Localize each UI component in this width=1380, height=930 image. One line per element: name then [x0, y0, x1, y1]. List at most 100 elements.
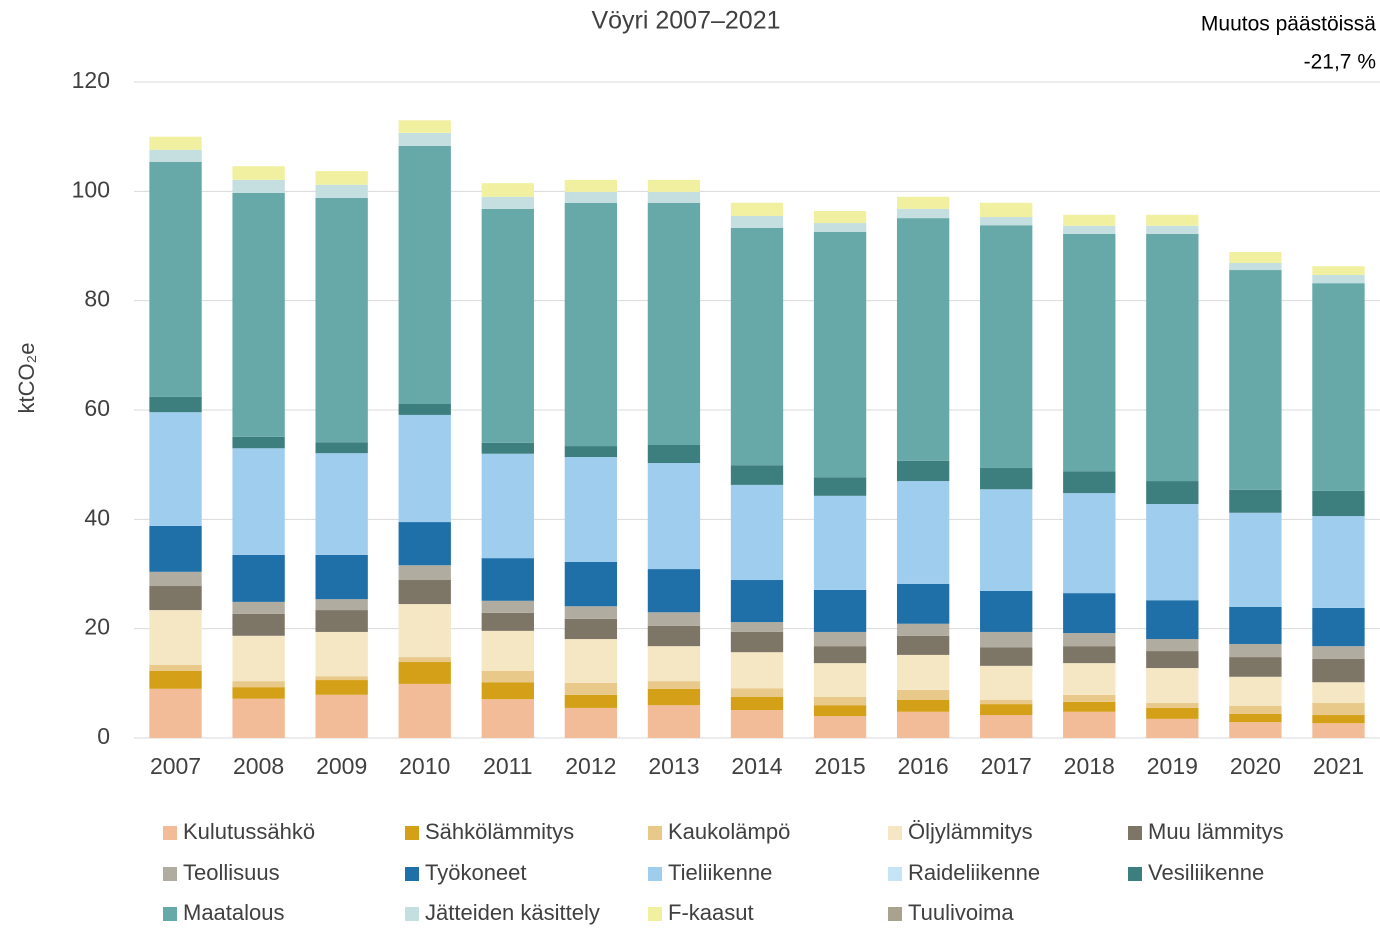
bar-segment: [1146, 703, 1199, 708]
x-tick-label: 2012: [565, 753, 616, 779]
bar-segment: [647, 191, 701, 203]
x-tick-label: 2016: [898, 753, 949, 779]
x-tick-label: 2013: [648, 753, 699, 779]
legend-swatch: [1128, 826, 1142, 840]
bar-segment: [1146, 504, 1199, 601]
bar-segment: [398, 565, 451, 581]
bar-segment: [149, 412, 202, 526]
bar-segment: [813, 646, 867, 664]
bar-segment: [149, 670, 202, 689]
bar-segment: [980, 704, 1033, 716]
bar-segment: [1312, 283, 1365, 491]
bar-segment: [1146, 639, 1199, 652]
legend-label: Sähkölämmitys: [425, 819, 574, 844]
bar-segment: [232, 554, 285, 602]
bar-segment: [647, 688, 701, 706]
bar-segment: [980, 489, 1033, 591]
bar-segment: [980, 699, 1033, 705]
bar-segment: [1229, 252, 1282, 263]
bar-segment: [1063, 694, 1116, 702]
bar-segment: [481, 699, 534, 738]
bar-segment: [315, 676, 368, 681]
bar-segment: [232, 448, 285, 555]
bar-segment: [1229, 705, 1282, 714]
bar-segment: [730, 710, 784, 738]
bar-segment: [315, 694, 368, 738]
bar-segment: [315, 599, 368, 611]
bar-segment: [398, 132, 451, 146]
bar-segment: [398, 657, 451, 663]
legend-swatch: [648, 826, 662, 840]
bar-segment: [398, 403, 451, 415]
y-tick-label: 60: [84, 395, 110, 421]
bar-segment: [149, 610, 202, 665]
bar-segment: [315, 197, 368, 443]
legend-label: Tuulivoima: [908, 900, 1014, 925]
bar-segment: [1146, 214, 1199, 226]
bar-segment: [980, 647, 1033, 666]
bar-segment: [813, 705, 867, 717]
bar-segment: [481, 453, 534, 559]
bar-segment: [232, 192, 285, 437]
bar-segment: [481, 196, 534, 209]
bar-segment: [149, 688, 202, 738]
bar-segment: [896, 689, 950, 700]
bar-segment: [730, 580, 784, 623]
bar-segment: [1146, 233, 1199, 482]
bar-segment: [564, 179, 618, 192]
bar-segment: [813, 631, 867, 647]
bar-segment: [980, 225, 1033, 468]
legend-swatch: [405, 867, 419, 881]
bar-segment: [813, 589, 867, 632]
legend-label: Kaukolämpö: [668, 819, 790, 844]
bar-segment: [647, 705, 701, 738]
bar-segment: [398, 522, 451, 566]
legend-label: Raideliikenne: [908, 860, 1040, 885]
x-tick-label: 2018: [1064, 753, 1115, 779]
bar-segment: [398, 414, 451, 523]
bar-segment: [398, 580, 451, 605]
bar-segment: [647, 612, 701, 626]
legend-swatch: [163, 907, 177, 921]
bar-segment: [730, 688, 784, 697]
chart-title: Vöyri 2007–2021: [591, 7, 780, 35]
bar-segment: [481, 208, 534, 443]
bar-segment: [647, 444, 701, 464]
bar-segment: [730, 652, 784, 689]
bar-segment: [813, 211, 867, 224]
bar-segment: [1063, 633, 1116, 647]
bar-segment: [564, 639, 618, 683]
bar-segment: [398, 120, 451, 133]
y-tick-label: 100: [72, 176, 110, 202]
bar-segment: [564, 202, 618, 447]
bar-segment: [896, 635, 950, 655]
y-tick-label: 0: [97, 723, 110, 749]
bar-segment: [315, 554, 368, 600]
bar-segment: [1063, 711, 1116, 738]
bar-segment: [564, 682, 618, 695]
bar-segment: [481, 670, 534, 683]
bar-segment: [813, 223, 867, 232]
bar-segment: [1146, 668, 1199, 704]
bar-segment: [149, 586, 202, 611]
bar-segment: [481, 612, 534, 631]
legend-label: Öljylämmitys: [908, 819, 1033, 844]
legend-swatch: [1128, 867, 1142, 881]
bar-segment: [232, 635, 285, 682]
bar-segment: [315, 610, 368, 632]
bar-segment: [1063, 593, 1116, 634]
bar-segment: [1312, 266, 1365, 275]
bar-segment: [1229, 676, 1282, 706]
y-tick-label: 80: [84, 286, 110, 312]
bar-segment: [1312, 646, 1365, 659]
bar-segment: [564, 694, 618, 708]
legend-swatch: [888, 867, 902, 881]
bar-segment: [481, 682, 534, 700]
bar-segment: [1312, 682, 1365, 704]
bar-segment: [647, 681, 701, 689]
legend-swatch: [888, 826, 902, 840]
bar-segment: [1063, 663, 1116, 695]
legend-swatch: [648, 907, 662, 921]
bar-segment: [1146, 225, 1199, 234]
bar-segment: [1063, 493, 1116, 594]
